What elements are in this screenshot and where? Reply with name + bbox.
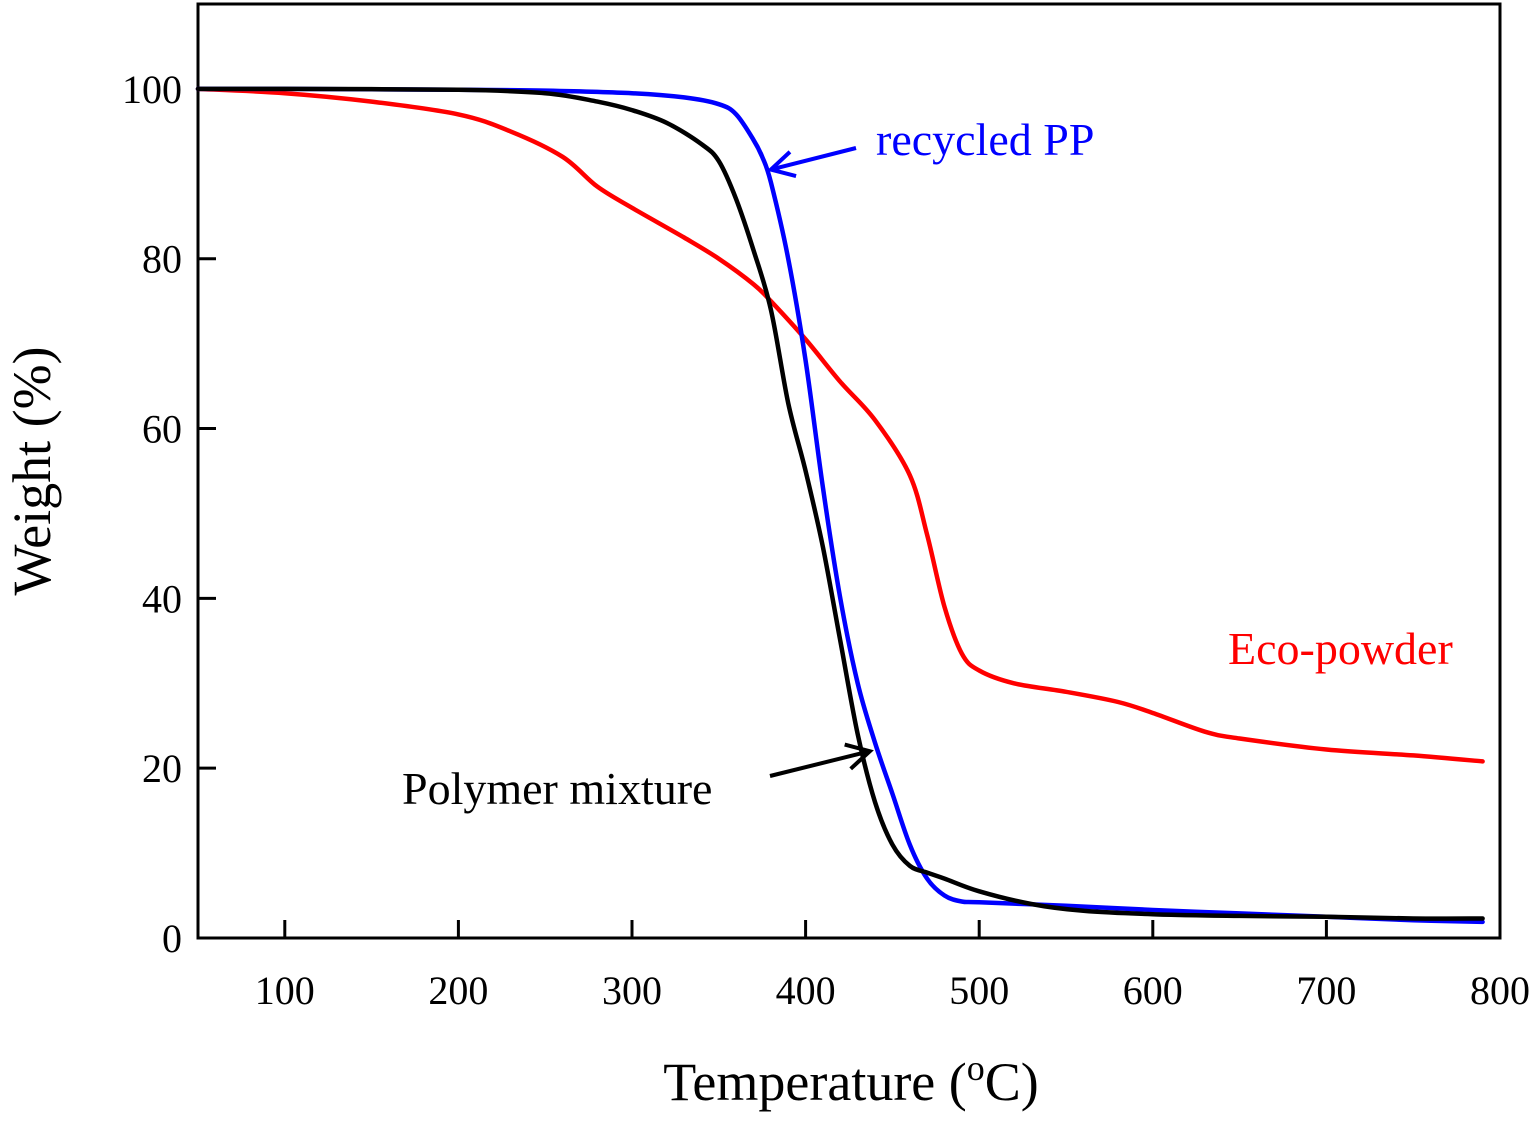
x-tick-label: 600	[1123, 968, 1183, 1013]
ticks-layer: 100 200 300 400 500 600 700 800 0 20 40 60 80 100	[122, 67, 1530, 1013]
plot-border	[196, 2, 1502, 940]
y-tick-label: 40	[142, 576, 182, 621]
x-tick-label: 700	[1296, 968, 1356, 1013]
x-axis-title-unit: C)	[985, 1052, 1039, 1112]
annotation-recycled-pp: recycled PP	[876, 114, 1094, 165]
y-tick-label: 80	[142, 237, 182, 282]
labels-layer: Temperature (oC) Weight (%)	[2, 346, 1039, 1112]
y-tick-label: 20	[142, 746, 182, 791]
x-tick-label: 800	[1470, 968, 1530, 1013]
x-tick-label: 400	[776, 968, 836, 1013]
annotation-recycled-pp-arrow-head	[766, 150, 797, 178]
y-tick-label: 0	[162, 916, 182, 961]
annotation-polymer-mixture-arrow-head	[844, 742, 874, 771]
annotation-polymer-mixture-arrow-shaft	[769, 749, 871, 778]
y-tick-label: 100	[122, 67, 182, 112]
annotation-eco-powder: Eco-powder	[1228, 623, 1453, 674]
plot-frame	[196, 2, 1502, 940]
annotation-layer: recycled PP Eco-powder Polymer mixture	[402, 114, 1453, 814]
series-line-polymer-mixture	[195, 86, 1485, 921]
y-tick-label: 60	[142, 407, 182, 452]
series-layer	[195, 86, 1485, 925]
x-tick-label: 500	[949, 968, 1009, 1013]
x-tick-label: 200	[428, 968, 488, 1013]
x-axis-title-superscript: o	[967, 1048, 985, 1088]
annotation-polymer-mixture: Polymer mixture	[402, 763, 712, 814]
x-axis-title-text: Temperature (	[663, 1052, 967, 1112]
x-tick-label: 300	[602, 968, 662, 1013]
series-line-recycled-pp	[195, 86, 1485, 925]
x-axis-title: Temperature (oC)	[663, 1048, 1039, 1112]
annotation-recycled-pp-arrow-shaft	[770, 146, 857, 172]
x-tick-label: 100	[255, 968, 315, 1013]
y-axis-title: Weight (%)	[2, 346, 62, 595]
series-line-eco-powder	[195, 86, 1485, 764]
